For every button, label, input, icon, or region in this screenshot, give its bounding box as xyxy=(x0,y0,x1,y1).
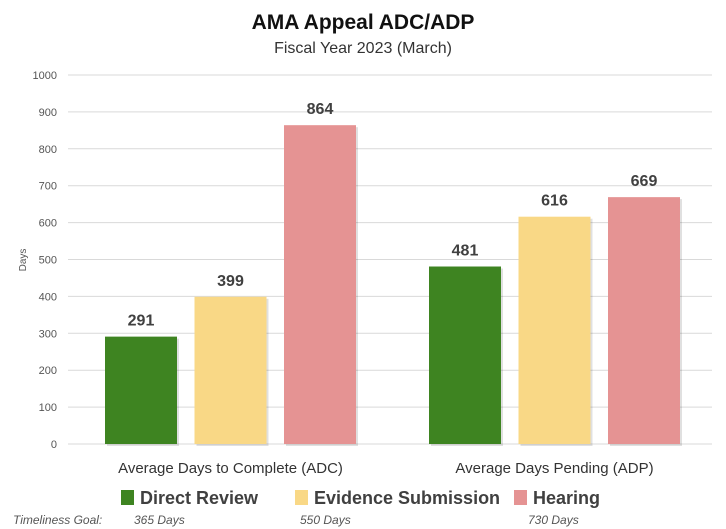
data-label: 399 xyxy=(217,273,244,290)
x-category-label: Average Days to Complete (ADC) xyxy=(118,460,343,477)
bar-evidence-submission xyxy=(518,216,591,444)
timeliness-goal-value: 365 Days xyxy=(134,513,185,527)
bar-direct-review xyxy=(429,266,501,444)
bar-direct-review xyxy=(105,336,177,444)
timeliness-goal-value: 730 Days xyxy=(528,513,579,527)
legend-swatch xyxy=(514,490,527,505)
x-category-label: Average Days Pending (ADP) xyxy=(455,460,653,477)
chart-title: AMA Appeal ADC/ADP xyxy=(252,11,475,34)
data-label: 616 xyxy=(541,193,568,210)
data-label: 481 xyxy=(452,243,479,260)
legend-swatch xyxy=(295,490,308,505)
y-tick-label: 700 xyxy=(39,181,57,193)
timeliness-goal-label: Timeliness Goal: xyxy=(13,513,102,527)
legend-label: Evidence Submission xyxy=(314,488,500,508)
bar-hearing xyxy=(284,125,356,445)
timeliness-goal-value: 550 Days xyxy=(300,513,351,527)
y-tick-label: 1000 xyxy=(33,70,57,82)
data-label: 291 xyxy=(128,313,155,330)
legend-label: Direct Review xyxy=(140,488,259,508)
y-tick-label: 0 xyxy=(51,439,57,451)
chart-subtitle: Fiscal Year 2023 (March) xyxy=(274,40,452,57)
legend-swatch xyxy=(121,490,134,505)
y-tick-label: 500 xyxy=(39,255,57,267)
y-tick-label: 400 xyxy=(39,291,57,303)
y-axis-label: Days xyxy=(18,249,29,272)
data-label: 864 xyxy=(307,101,334,118)
y-tick-label: 300 xyxy=(39,328,57,340)
bar-evidence-submission xyxy=(194,296,267,444)
legend-label: Hearing xyxy=(533,488,600,508)
y-tick-label: 600 xyxy=(39,218,57,230)
data-label: 669 xyxy=(631,173,658,190)
y-tick-label: 900 xyxy=(39,107,57,119)
bar-hearing xyxy=(608,197,680,444)
y-tick-label: 200 xyxy=(39,365,57,377)
y-tick-label: 800 xyxy=(39,144,57,156)
y-tick-label: 100 xyxy=(39,402,57,414)
